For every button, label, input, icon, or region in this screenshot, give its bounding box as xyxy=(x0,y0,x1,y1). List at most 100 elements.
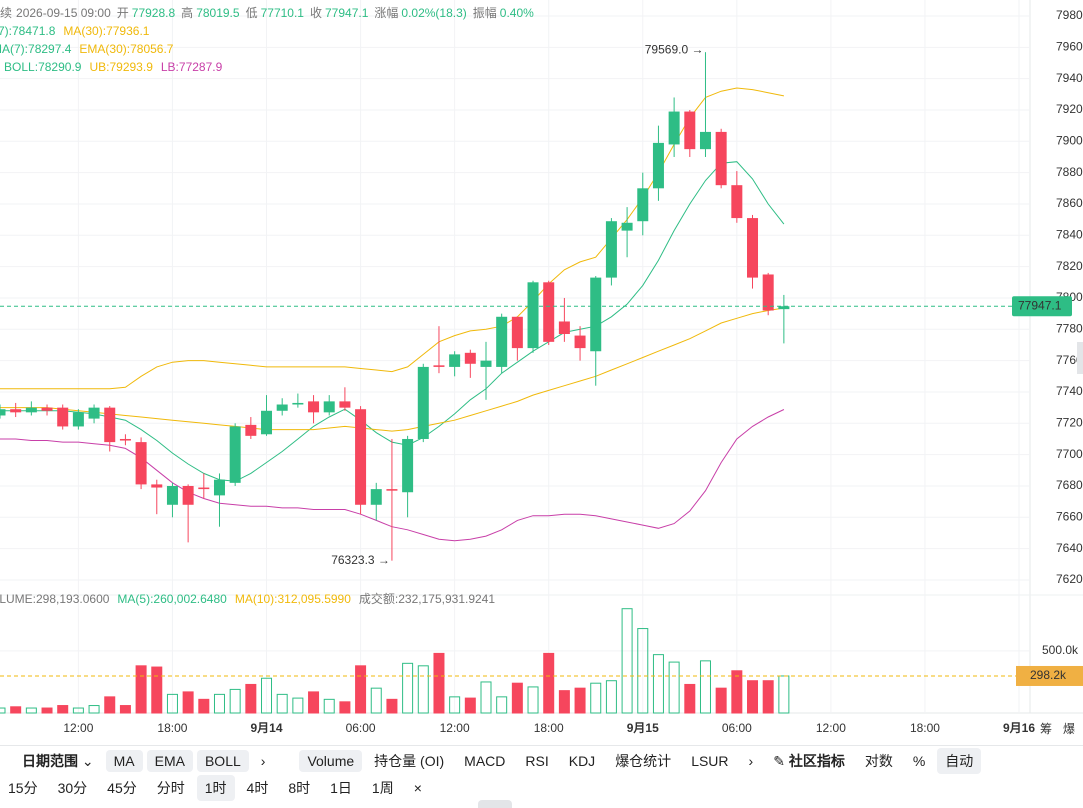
drag-handle[interactable] xyxy=(478,800,512,808)
btn[interactable]: 持仓量 (OI) xyxy=(374,753,445,769)
interval[interactable]: 30分 xyxy=(57,780,88,796)
candle-body xyxy=(433,365,445,367)
btn[interactable]: 自动 xyxy=(937,748,982,774)
candle-body xyxy=(41,407,53,411)
extreme-label: 79569.0 → xyxy=(645,42,704,56)
volume-bar xyxy=(182,691,194,714)
x-tick-label: 9月16 xyxy=(1003,721,1035,735)
side-icon[interactable]: 爆 xyxy=(1063,722,1075,736)
indicator-value: 77936.1 xyxy=(106,24,150,38)
header-item: 0.40% xyxy=(500,6,534,20)
header-item: 振幅 xyxy=(473,5,497,20)
volume-bar xyxy=(72,707,84,714)
interval[interactable]: 1时 xyxy=(196,775,235,801)
indicator-name: UB: xyxy=(89,60,109,74)
volume-bar xyxy=(88,705,100,714)
interval[interactable]: 15分 xyxy=(8,780,38,796)
candle-body xyxy=(668,111,680,145)
header-item: 77928.8 xyxy=(132,6,176,20)
btn[interactable]: MACD xyxy=(464,753,506,769)
candle-body xyxy=(57,407,69,427)
volume-bar xyxy=(213,693,225,714)
y-tick-label: 78600.0 xyxy=(1056,196,1083,210)
volume-tag xyxy=(1016,665,1083,686)
candle-body xyxy=(496,316,508,367)
indicator-name: BOLL: xyxy=(4,60,38,74)
candle-body xyxy=(72,412,84,427)
y-tick-label: 79000.0 xyxy=(1056,133,1083,147)
candle-body xyxy=(402,438,414,493)
x-tick-label: 9月14 xyxy=(250,721,282,735)
volume-bar xyxy=(323,698,335,714)
indicator-value: 78290.9 xyxy=(38,60,82,74)
candle-body xyxy=(182,485,194,505)
btn[interactable]: 对数 xyxy=(864,753,893,769)
volume-bar xyxy=(715,687,727,714)
y-tick-label: 78400.0 xyxy=(1056,227,1083,241)
interval[interactable]: 8时 xyxy=(288,780,311,796)
btn[interactable]: RSI xyxy=(525,753,549,769)
btn[interactable]: BOLL xyxy=(196,750,249,772)
candle-body xyxy=(731,185,743,219)
community[interactable]: ✎ 社区指标 xyxy=(773,753,845,769)
side-icon[interactable]: 筹 xyxy=(1040,722,1052,736)
header-item: 0.02%(18.3) xyxy=(401,6,466,20)
interval[interactable]: 1日 xyxy=(330,780,352,796)
btn[interactable]: KDJ xyxy=(568,753,596,769)
candle-body xyxy=(213,479,225,496)
y-tick-label: 77200.0 xyxy=(1056,415,1083,429)
volume-bar xyxy=(245,683,257,714)
candle-body xyxy=(308,401,320,413)
volume-bar xyxy=(762,680,774,714)
volume-bar xyxy=(151,666,163,714)
candle-body xyxy=(135,442,147,485)
x-tick-label: 06:00 xyxy=(722,721,752,735)
volume-bar xyxy=(668,661,680,714)
btn[interactable]: Volume xyxy=(299,750,363,772)
y-tick-label: 77800.0 xyxy=(1056,321,1083,335)
btn[interactable]: % xyxy=(912,753,926,769)
candle-body xyxy=(778,306,790,310)
indicator-name: MA(30): xyxy=(63,24,106,38)
volume-bar xyxy=(402,662,414,714)
interval[interactable]: 1周 xyxy=(371,780,394,796)
volume-legend-item: VOLUME:298,193.0600 xyxy=(0,592,110,606)
interval[interactable]: 45分 xyxy=(107,780,137,796)
candle-body xyxy=(104,407,116,443)
y-tick-label: 77400.0 xyxy=(1056,384,1083,398)
interval[interactable]: 4时 xyxy=(246,780,269,796)
y-tick-label: 78800.0 xyxy=(1056,165,1083,179)
price-tag-label: 77947.1 xyxy=(1018,298,1062,312)
x-tick-label: 12:00 xyxy=(440,721,470,735)
header-item: 78019.5 xyxy=(196,6,240,20)
volume-bar xyxy=(699,660,711,714)
indicator-legend: MA(7):78471.8 MA(30):77936.1 xyxy=(0,24,150,38)
btn[interactable]: LSUR xyxy=(691,753,729,769)
candle-body xyxy=(480,360,492,367)
btn[interactable]: EMA xyxy=(146,750,193,772)
more[interactable]: › xyxy=(260,753,266,769)
volume-bar xyxy=(621,608,633,714)
btn[interactable]: MA xyxy=(105,750,143,772)
btn[interactable]: 爆仓统计 xyxy=(615,753,672,769)
indicator-name: LB: xyxy=(161,60,179,74)
volume-bar xyxy=(433,652,445,714)
y-tick-label: 79800.0 xyxy=(1056,8,1083,22)
volume-bar xyxy=(119,705,131,714)
interval[interactable]: 分时 xyxy=(156,780,185,796)
chart: 76200.0 76400.0 76600.0 76800.0 77000.0 77200… xyxy=(0,0,1083,736)
volume-bar xyxy=(731,670,743,714)
volume-bar xyxy=(684,683,696,714)
toolbar-row2: 15分 30分 45分 分时 1时 4时 8时 1日 1周 × xyxy=(0,773,1083,803)
candle-body xyxy=(245,424,257,436)
candle-body xyxy=(386,489,398,491)
header-item: 永续 xyxy=(0,6,12,20)
candle-body xyxy=(151,484,163,488)
volume-bar xyxy=(778,675,790,714)
date-range[interactable]: 日期范围 ⌄ xyxy=(22,753,94,769)
more[interactable]: › xyxy=(748,753,754,769)
volume-bar xyxy=(276,693,288,714)
candle-body xyxy=(119,438,131,441)
candle-body xyxy=(464,352,476,364)
close[interactable]: × xyxy=(413,780,422,796)
